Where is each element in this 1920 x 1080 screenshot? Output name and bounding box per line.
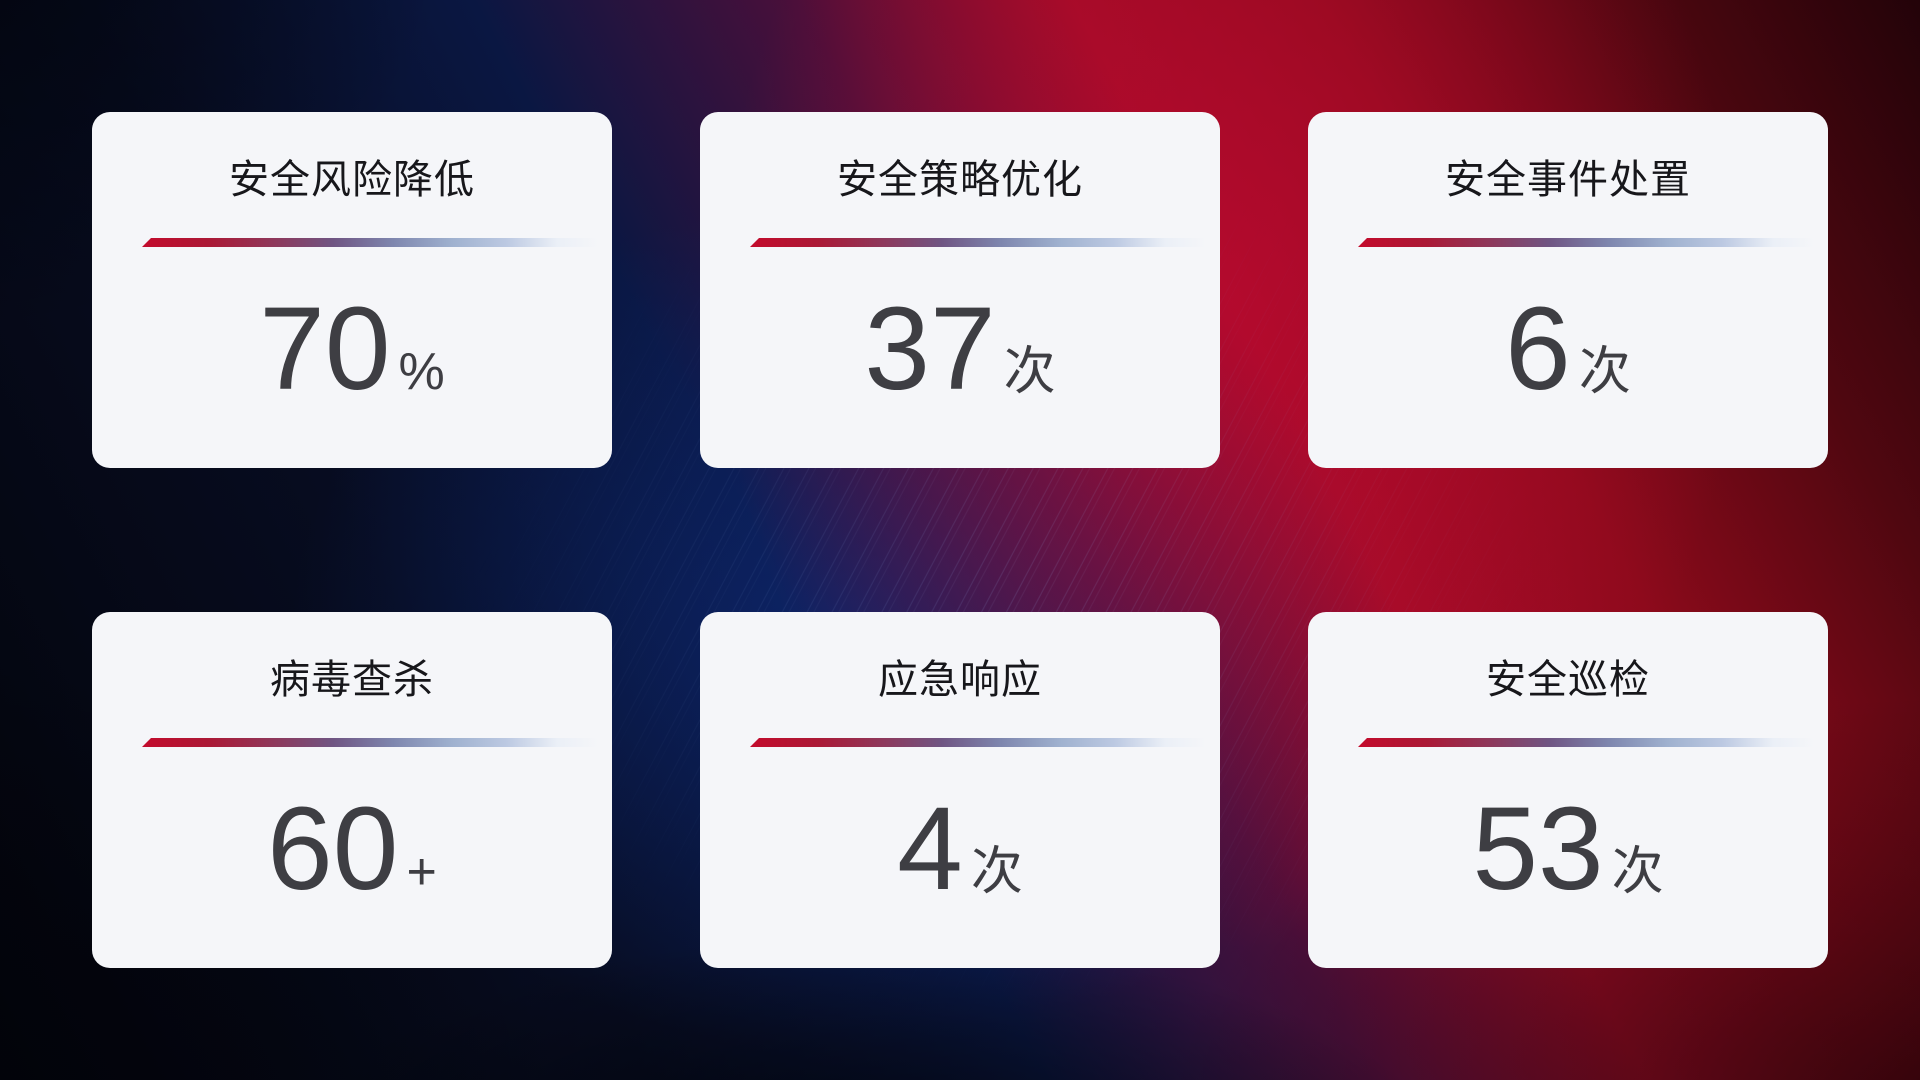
gradient-divider <box>750 738 1206 747</box>
stat-unit: 次 <box>1611 842 1664 901</box>
stat-value: 60 <box>267 782 399 915</box>
stat-value-row: 70 % <box>92 247 612 468</box>
stat-value-group: 70 % <box>259 290 445 408</box>
stat-unit: + <box>406 842 437 901</box>
stat-value-row: 53 次 <box>1308 747 1828 968</box>
gradient-divider <box>1358 238 1814 247</box>
stat-card-title: 应急响应 <box>878 658 1042 702</box>
gradient-divider <box>142 238 598 247</box>
stat-card-security-policy-optimization: 安全策略优化 37 次 <box>700 112 1220 468</box>
stat-value-group: 60 + <box>267 790 437 908</box>
stat-card-title: 病毒查杀 <box>270 658 434 702</box>
stat-value: 37 <box>864 282 996 415</box>
gradient-divider <box>142 738 598 747</box>
stat-card-virus-scan: 病毒查杀 60 + <box>92 612 612 968</box>
stat-value-group: 53 次 <box>1472 790 1663 908</box>
stat-value: 4 <box>897 782 963 915</box>
stat-value-group: 6 次 <box>1505 290 1631 408</box>
stat-unit: % <box>398 342 445 401</box>
stat-value-row: 6 次 <box>1308 247 1828 468</box>
stat-unit: 次 <box>970 842 1023 901</box>
stat-card-title: 安全巡检 <box>1486 658 1650 702</box>
stat-value-group: 4 次 <box>897 790 1023 908</box>
stat-value-row: 60 + <box>92 747 612 968</box>
stat-card-security-inspection: 安全巡检 53 次 <box>1308 612 1828 968</box>
stat-value-row: 4 次 <box>700 747 1220 968</box>
stat-card-security-risk-reduction: 安全风险降低 70 % <box>92 112 612 468</box>
stat-value-row: 37 次 <box>700 247 1220 468</box>
gradient-divider <box>1358 738 1814 747</box>
stat-value: 53 <box>1472 782 1604 915</box>
stat-card-title: 安全风险降低 <box>229 158 475 202</box>
stat-value: 6 <box>1505 282 1571 415</box>
stat-card-title: 安全策略优化 <box>837 158 1083 202</box>
stat-value: 70 <box>259 282 391 415</box>
stat-card-emergency-response: 应急响应 4 次 <box>700 612 1220 968</box>
stat-card-title: 安全事件处置 <box>1445 158 1691 202</box>
stat-value-group: 37 次 <box>864 290 1055 408</box>
stat-unit: 次 <box>1003 342 1056 401</box>
stat-unit: 次 <box>1578 342 1631 401</box>
gradient-divider <box>750 238 1206 247</box>
stat-card-security-incident-handling: 安全事件处置 6 次 <box>1308 112 1828 468</box>
